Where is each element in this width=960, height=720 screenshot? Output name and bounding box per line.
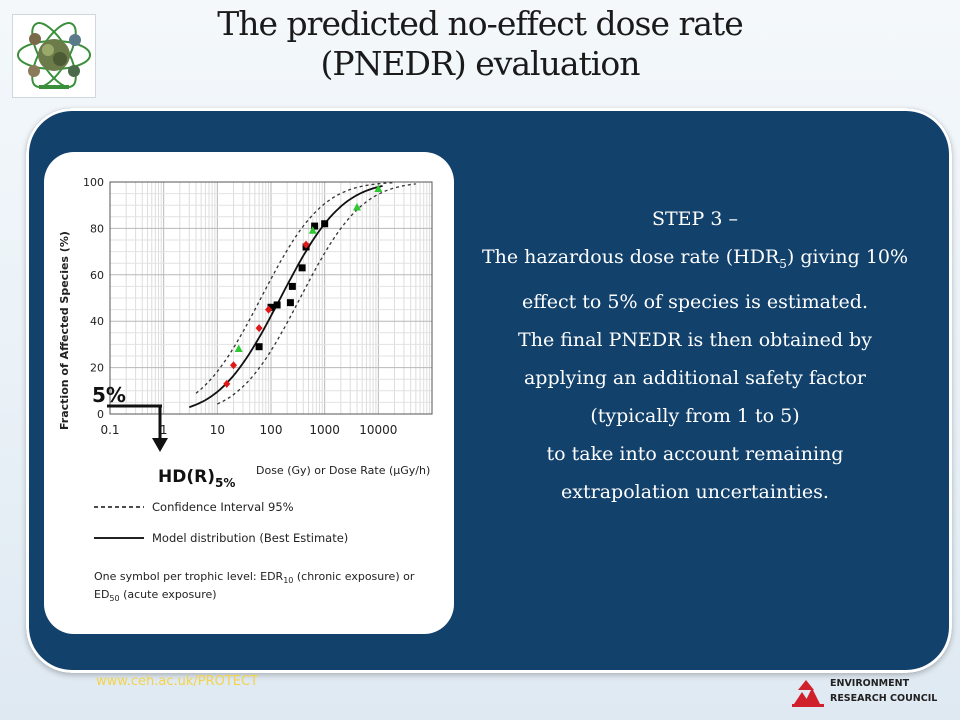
x-tick-label: 0.1	[100, 423, 119, 437]
chart-grid	[109, 181, 433, 415]
plot-frame	[109, 181, 433, 415]
protect-logo-icon	[12, 14, 96, 98]
x-tick-label: 1	[160, 423, 168, 437]
data-point-diamond	[255, 324, 263, 333]
data-point-square	[255, 343, 263, 351]
step-line-1-sub: 5	[779, 256, 787, 271]
y-tick-label: 60	[90, 269, 104, 282]
x-tick-label: 10000	[359, 423, 397, 437]
slide-title: The predicted no-effect dose rate (PNEDR…	[120, 4, 840, 84]
data-point-square	[321, 220, 329, 228]
step-line-1: The hazardous dose rate (HDR5) giving 10…	[440, 238, 950, 283]
y-tick-label: 20	[90, 362, 104, 375]
nerc-logo: ENVIRONMENT RESEARCH COUNCIL	[792, 674, 952, 710]
step-line-1-post: ) giving 10%	[786, 246, 909, 268]
legend-model-label: Model distribution (Best Estimate)	[152, 531, 348, 545]
data-point-square	[267, 303, 275, 311]
y-tick-label: 0	[97, 408, 104, 421]
data-point-diamond	[265, 305, 273, 314]
hd-label: HD(R)5%	[158, 467, 235, 490]
y-tick-label: 40	[90, 315, 104, 328]
footer-url-link[interactable]: www.ceh.ac.uk/PROTECT	[96, 674, 259, 689]
x-tick-label: 1000	[309, 423, 340, 437]
data-point-triangle	[352, 203, 361, 211]
legend-ci-label: Confidence Interval 95%	[152, 500, 294, 514]
y-tick-label: 80	[90, 222, 104, 235]
step-line-5: (typically from 1 to 5)	[590, 404, 800, 427]
data-point-triangle	[234, 344, 243, 353]
model-curve	[189, 185, 383, 408]
step-line-4: applying an additional safety factor	[523, 366, 867, 389]
y-tick-label: 100	[83, 176, 104, 189]
data-point-triangle	[374, 184, 383, 192]
chart-points	[223, 184, 383, 388]
data-point-square	[273, 301, 281, 309]
ci-upper-curve	[195, 182, 395, 394]
nerc-line-2: RESEARCH COUNCIL	[830, 693, 938, 704]
step-line-2: effect to 5% of species is estimated.	[521, 290, 869, 313]
x-axis-label: Dose (Gy) or Dose Rate (µGy/h)	[256, 464, 430, 477]
chart-ticks: 0.1 1 10 100 1000 10000 0 20 40 60 80 100	[83, 176, 397, 437]
x-tick-label: 100	[260, 423, 283, 437]
step-line-6: to take into account remaining	[546, 442, 844, 465]
data-point-diamond	[223, 379, 231, 388]
step-line-1-pre: The hazardous dose rate (HDR	[481, 246, 780, 268]
slide-title-line1: The predicted no-effect dose rate	[217, 4, 743, 43]
nerc-text: ENVIRONMENT RESEARCH COUNCIL	[830, 676, 937, 706]
data-point-triangle	[308, 226, 317, 234]
nerc-line-1: ENVIRONMENT	[830, 678, 910, 689]
nerc-emblem-icon	[792, 680, 824, 707]
data-point-square	[298, 264, 306, 272]
y-axis-label: Fraction of Affected Species (%)	[58, 231, 71, 430]
data-point-square	[288, 282, 296, 290]
data-point-diamond	[302, 240, 310, 249]
data-point-square	[311, 222, 319, 230]
five-percent-label: 5%	[92, 383, 126, 407]
step-line-7: extrapolation uncertainties.	[561, 480, 829, 503]
data-point-diamond	[229, 361, 237, 370]
step-line-3: The final PNEDR is then obtained by	[518, 328, 872, 351]
figure-card: 0.1 1 10 100 1000 10000 0 20 40 60 80 100 Fraction …	[44, 152, 454, 634]
trophic-note-line2: ED50 (acute exposure)	[94, 588, 217, 603]
chart-curves	[189, 182, 416, 408]
step-description: STEP 3 – The hazardous dose rate (HDR5) …	[440, 200, 950, 511]
slide-title-line2: (PNEDR) evaluation	[320, 44, 641, 83]
trophic-note-line1: One symbol per trophic level: EDR10 (chr…	[94, 570, 415, 585]
x-tick-label: 10	[210, 423, 225, 437]
data-point-square	[286, 299, 294, 307]
ssd-chart: 0.1 1 10 100 1000 10000 0 20 40 60 80 100 Fraction …	[58, 176, 433, 603]
step-heading: STEP 3 –	[651, 208, 738, 230]
hd-arrow-head	[152, 438, 168, 452]
